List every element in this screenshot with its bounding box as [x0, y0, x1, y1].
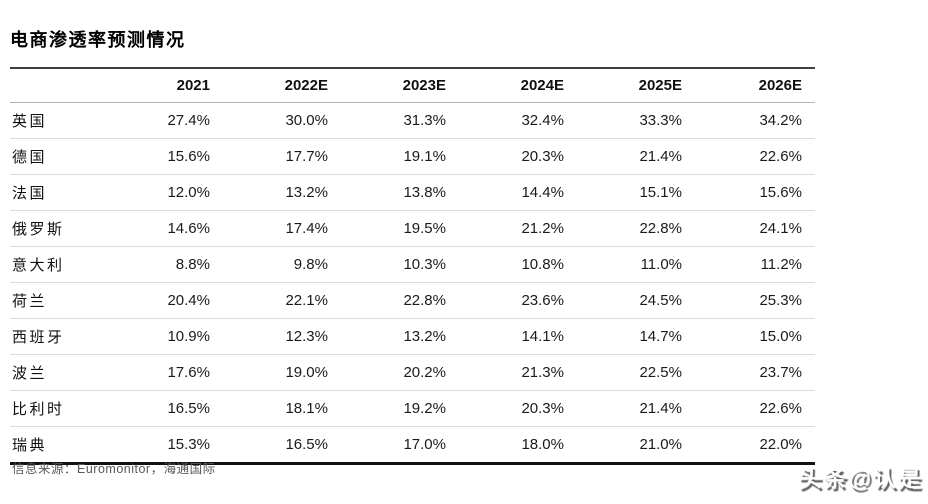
value-cell: 11.0%: [577, 246, 695, 283]
value-cell: 8.8%: [105, 246, 223, 283]
value-cell: 18.1%: [223, 390, 341, 427]
value-cell: 10.9%: [105, 318, 223, 355]
value-cell: 22.5%: [577, 354, 695, 391]
country-cell: 意大利: [10, 246, 105, 283]
table-row: 英国 27.4% 30.0% 31.3% 32.4% 33.3% 34.2%: [10, 102, 815, 139]
value-cell: 23.7%: [695, 354, 815, 391]
value-cell: 20.3%: [459, 138, 577, 175]
year-column-header: 2022E: [284, 77, 328, 94]
value-cell: 10.3%: [341, 246, 459, 283]
country-cell: 英国: [10, 102, 105, 139]
year-column-header: 2025E: [638, 77, 682, 94]
value-cell: 20.2%: [341, 354, 459, 391]
value-cell: 24.1%: [695, 210, 815, 247]
value-cell: 19.1%: [341, 138, 459, 175]
value-cell: 15.6%: [105, 138, 223, 175]
value-cell: 10.8%: [459, 246, 577, 283]
value-cell: 15.3%: [105, 426, 223, 465]
table-body: 英国 27.4% 30.0% 31.3% 32.4% 33.3% 34.2% 德国 15.6% 1…: [10, 102, 815, 465]
value-cell: 16.5%: [105, 390, 223, 427]
table-row: 德国 15.6% 17.7% 19.1% 20.3% 21.4% 22.6%: [10, 138, 815, 175]
year-column-header: 2026E: [758, 77, 802, 94]
value-cell: 17.6%: [105, 354, 223, 391]
table-row: 法国 12.0% 13.2% 13.8% 14.4% 15.1% 15.6%: [10, 174, 815, 211]
country-cell: 荷兰: [10, 282, 105, 319]
value-cell: 34.2%: [695, 102, 815, 139]
value-cell: 22.8%: [341, 282, 459, 319]
source-note: 信息来源：Euromonitor，海通国际: [12, 462, 216, 476]
value-cell: 17.7%: [223, 138, 341, 175]
value-cell: 25.3%: [695, 282, 815, 319]
value-cell: 24.5%: [577, 282, 695, 319]
value-cell: 14.7%: [577, 318, 695, 355]
value-cell: 30.0%: [223, 102, 341, 139]
table-row: 波兰 17.6% 19.0% 20.2% 21.3% 22.5% 23.7%: [10, 354, 815, 391]
value-cell: 22.1%: [223, 282, 341, 319]
value-cell: 21.4%: [577, 138, 695, 175]
value-cell: 22.6%: [695, 390, 815, 427]
value-cell: 15.6%: [695, 174, 815, 211]
value-cell: 15.0%: [695, 318, 815, 355]
value-cell: 21.2%: [459, 210, 577, 247]
value-cell: 13.8%: [341, 174, 459, 211]
watermark: 头条@认是: [798, 465, 923, 491]
value-cell: 17.4%: [223, 210, 341, 247]
table-header-row: 2021 2022E 2023E 2024E 2025E 2026E: [10, 68, 815, 103]
table-row: 瑞典 15.3% 16.5% 17.0% 18.0% 21.0% 22.0%: [10, 426, 815, 465]
year-column-header: 2024E: [520, 77, 564, 94]
value-cell: 22.8%: [577, 210, 695, 247]
value-cell: 22.6%: [695, 138, 815, 175]
value-cell: 19.0%: [223, 354, 341, 391]
country-cell: 德国: [10, 138, 105, 175]
value-cell: 20.4%: [105, 282, 223, 319]
value-cell: 20.3%: [459, 390, 577, 427]
table-row: 荷兰 20.4% 22.1% 22.8% 23.6% 24.5% 25.3%: [10, 282, 815, 319]
penetration-forecast-table: 2021 2022E 2023E 2024E 2025E 2026E 英国 27.4% 30.…: [10, 67, 815, 465]
value-cell: 13.2%: [223, 174, 341, 211]
value-cell: 14.6%: [105, 210, 223, 247]
country-cell: 瑞典: [10, 426, 105, 465]
value-cell: 18.0%: [459, 426, 577, 465]
year-column-header: 2021: [176, 77, 210, 94]
value-cell: 14.4%: [459, 174, 577, 211]
value-cell: 23.6%: [459, 282, 577, 319]
country-cell: 俄罗斯: [10, 210, 105, 247]
country-cell: 波兰: [10, 354, 105, 391]
value-cell: 9.8%: [223, 246, 341, 283]
value-cell: 11.2%: [695, 246, 815, 283]
country-column-header: [10, 68, 105, 103]
table-row: 比利时 16.5% 18.1% 19.2% 20.3% 21.4% 22.6%: [10, 390, 815, 427]
value-cell: 31.3%: [341, 102, 459, 139]
table-row: 意大利 8.8% 9.8% 10.3% 10.8% 11.0% 11.2%: [10, 246, 815, 283]
value-cell: 21.4%: [577, 390, 695, 427]
value-cell: 21.3%: [459, 354, 577, 391]
year-column-header: 2023E: [402, 77, 446, 94]
value-cell: 17.0%: [341, 426, 459, 465]
value-cell: 12.0%: [105, 174, 223, 211]
value-cell: 13.2%: [341, 318, 459, 355]
table-row: 西班牙 10.9% 12.3% 13.2% 14.1% 14.7% 15.0%: [10, 318, 815, 355]
value-cell: 33.3%: [577, 102, 695, 139]
table-row: 俄罗斯 14.6% 17.4% 19.5% 21.2% 22.8% 24.1%: [10, 210, 815, 247]
value-cell: 19.5%: [341, 210, 459, 247]
country-cell: 西班牙: [10, 318, 105, 355]
value-cell: 14.1%: [459, 318, 577, 355]
value-cell: 27.4%: [105, 102, 223, 139]
country-cell: 比利时: [10, 390, 105, 427]
value-cell: 22.0%: [695, 426, 815, 465]
value-cell: 21.0%: [577, 426, 695, 465]
value-cell: 12.3%: [223, 318, 341, 355]
value-cell: 19.2%: [341, 390, 459, 427]
page-title: 电商渗透率预测情况: [10, 30, 186, 50]
value-cell: 16.5%: [223, 426, 341, 465]
value-cell: 15.1%: [577, 174, 695, 211]
value-cell: 32.4%: [459, 102, 577, 139]
country-cell: 法国: [10, 174, 105, 211]
